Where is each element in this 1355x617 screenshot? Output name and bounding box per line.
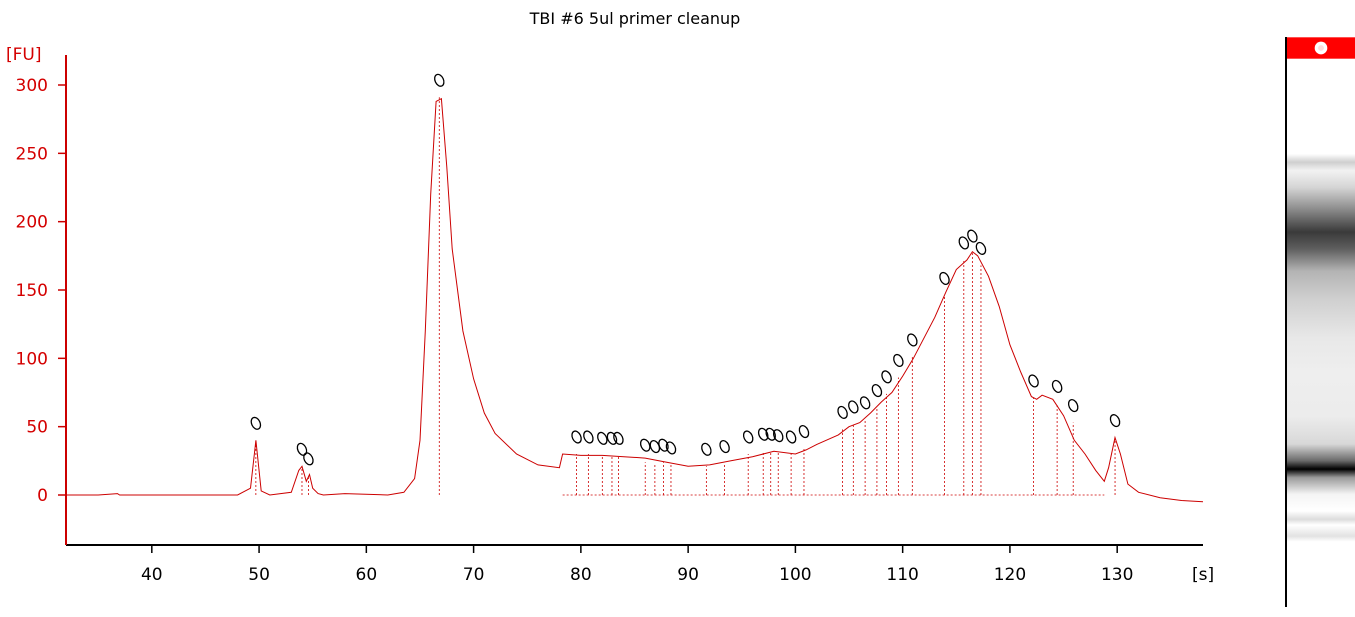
- peak-label-oval: [597, 431, 608, 445]
- gel-lane-bands: [1287, 59, 1355, 617]
- signal-trace: [66, 97, 1204, 503]
- peak-label-oval: [250, 416, 262, 430]
- peak-label-oval: [967, 229, 978, 243]
- y-tick-label: 100: [16, 349, 48, 369]
- peak-label-oval: [881, 370, 892, 384]
- peak-marker-lines: [255, 97, 1116, 496]
- peak-label-oval: [583, 430, 594, 444]
- peak-label-oval: [859, 396, 871, 410]
- peak-label-oval: [613, 431, 624, 445]
- x-tick-label: 100: [779, 565, 811, 585]
- y-tick-label: 150: [16, 281, 48, 301]
- peak-label-oval: [871, 383, 883, 398]
- series-layer: [66, 97, 1204, 503]
- peak-label-oval: [303, 452, 314, 466]
- peak-label-oval: [798, 424, 810, 439]
- peak-label-oval: [742, 430, 754, 444]
- gel-marker-icon: [1287, 37, 1355, 59]
- y-tick-label: 50: [26, 418, 48, 438]
- peak-label-oval: [893, 353, 904, 368]
- x-tick-label: 130: [1101, 565, 1133, 585]
- peak-label-oval: [719, 440, 730, 454]
- peak-label-oval: [434, 73, 445, 87]
- y-tick-label: 250: [16, 144, 48, 164]
- x-tick-label: 90: [677, 565, 699, 585]
- x-tick-label: 50: [248, 565, 270, 585]
- chart-title: TBI #6 5ul primer cleanup: [529, 9, 741, 28]
- y-axis-label: [FU]: [6, 45, 42, 65]
- peak-label-oval: [639, 438, 651, 452]
- y-tick-label: 200: [16, 213, 48, 233]
- x-tick-label: 110: [886, 565, 918, 585]
- electropherogram-chart: TBI #6 5ul primer cleanup [FU] [s] 40 50 6…: [6, 9, 1214, 585]
- peak-label-oval: [958, 236, 970, 250]
- axes: [58, 55, 1203, 553]
- peak-label-oval: [665, 441, 677, 455]
- peak-label-oval: [939, 271, 950, 286]
- x-tick-label: 40: [141, 565, 163, 585]
- x-tick-label: 70: [463, 565, 485, 585]
- peak-label-oval: [1028, 374, 1039, 388]
- peak-label-oval: [701, 442, 712, 456]
- peak-label-oval: [837, 405, 848, 419]
- peak-label-oval: [1067, 399, 1079, 413]
- peak-label-oval: [848, 400, 859, 414]
- x-axis-label: [s]: [1192, 565, 1214, 585]
- peak-label-oval: [1109, 414, 1121, 428]
- x-tick-label: 60: [356, 565, 378, 585]
- peak-label-oval: [975, 241, 987, 255]
- peak-label-oval: [606, 431, 618, 445]
- peak-label-oval: [765, 427, 776, 441]
- peak-label-oval: [785, 430, 797, 444]
- peak-label-oval: [907, 333, 918, 347]
- x-tick-label: 120: [994, 565, 1026, 585]
- peak-label-oval: [1051, 379, 1063, 393]
- x-tick-label: 80: [570, 565, 592, 585]
- peak-label-oval: [772, 429, 784, 443]
- peak-label-oval: [296, 442, 308, 456]
- y-tick-label: 300: [16, 76, 48, 96]
- peak-label-oval: [757, 427, 769, 441]
- gel-lane-image: [1285, 37, 1355, 617]
- peak-label-oval: [571, 430, 582, 444]
- y-tick-label: 0: [37, 486, 48, 506]
- peak-labels: [250, 73, 1121, 466]
- tick-labels: 40 50 60 70 80 90 100 110 120 130 0 50 100 150 200 250 3…: [16, 76, 1134, 585]
